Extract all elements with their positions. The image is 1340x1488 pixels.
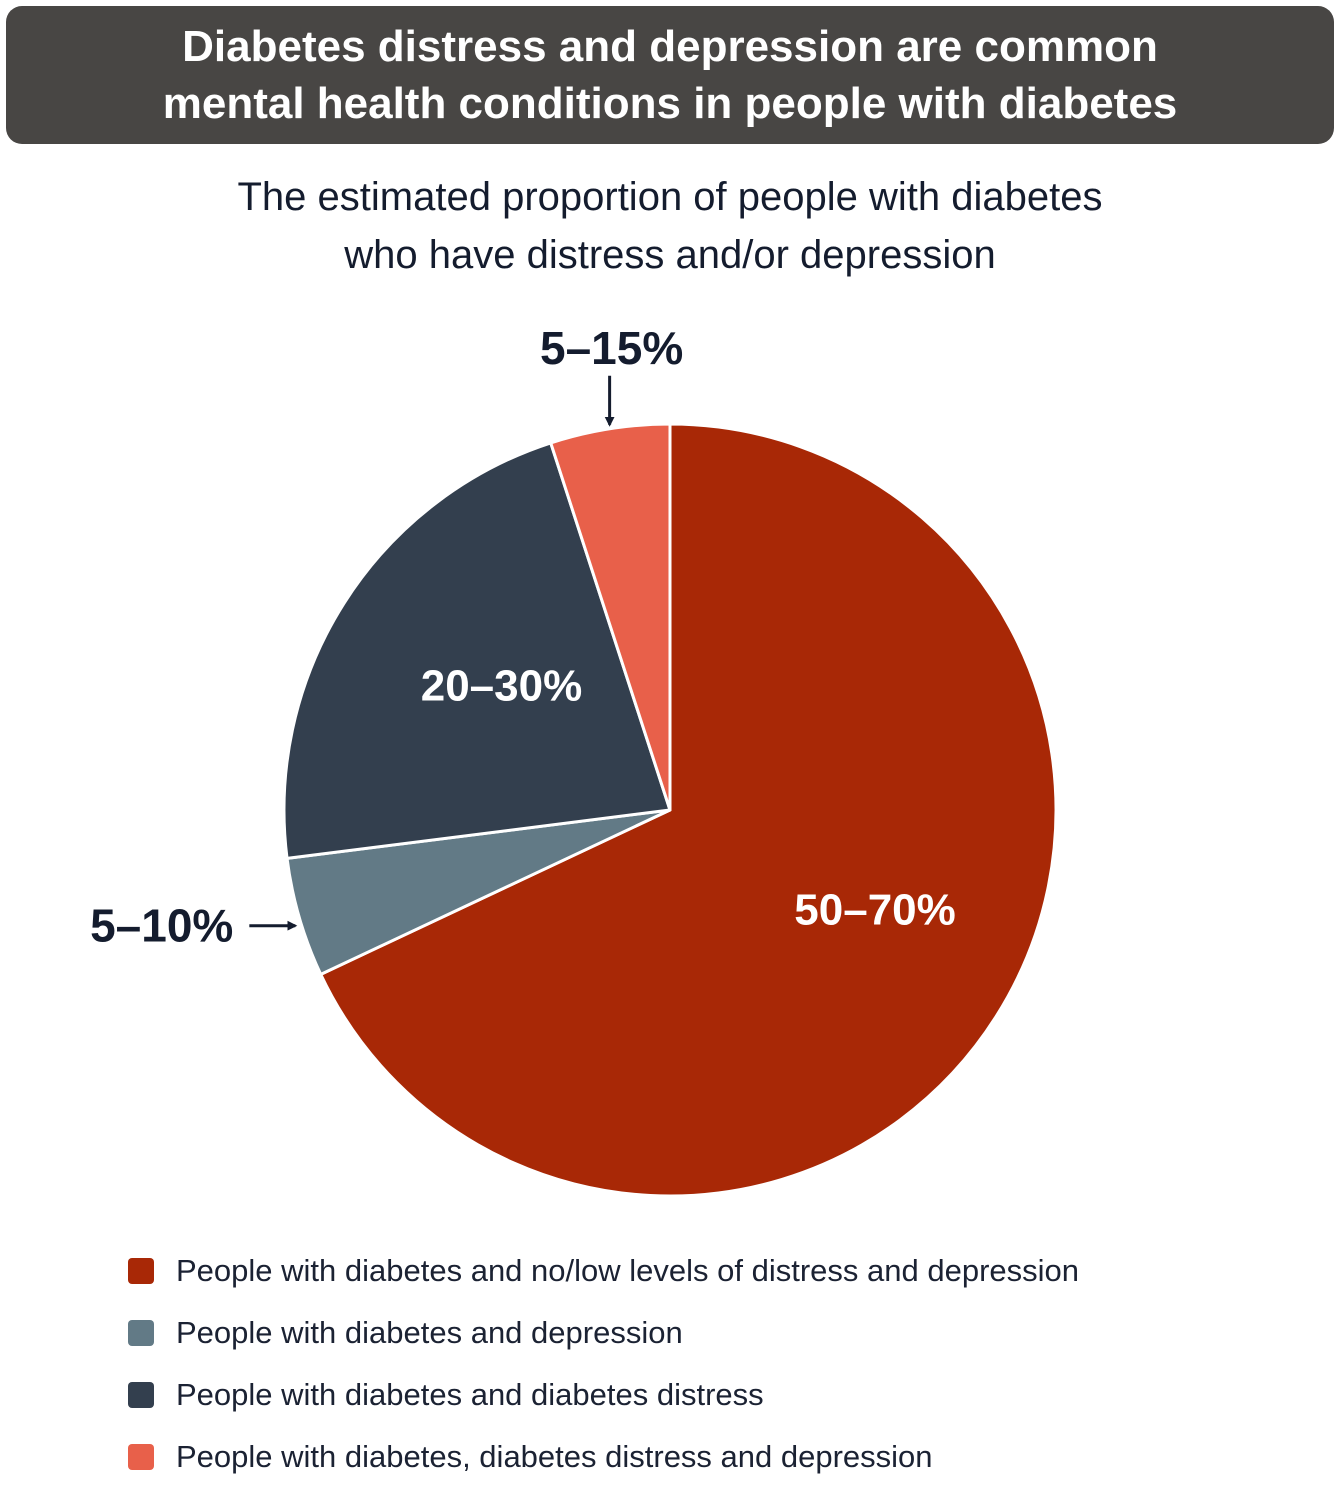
legend-swatch (128, 1444, 154, 1470)
chart-title: Diabetes distress and depression are com… (163, 18, 1178, 132)
pie-slice-1 (319, 422, 1058, 1198)
chart-title-line-2: mental health conditions in people with … (162, 79, 1178, 128)
legend-item: People with diabetes and depression (128, 1302, 1079, 1364)
legend-swatch (128, 1258, 154, 1284)
pie-slices (282, 422, 1058, 1198)
pie-labels: 50–70% 20–30% 5–10% 5–15% (90, 322, 956, 952)
pie-slice-3 (282, 441, 672, 860)
chart-title-line-1: Diabetes distress and depression are com… (182, 22, 1158, 71)
legend: People with diabetes and no/low levels o… (128, 1240, 1079, 1488)
legend-swatch (128, 1382, 154, 1408)
chart-subtitle-line-1: The estimated proportion of people with … (237, 175, 1103, 219)
legend-label: People with diabetes, diabetes distress … (176, 1439, 933, 1474)
legend-swatch (128, 1320, 154, 1346)
legend-label: People with diabetes and no/low levels o… (176, 1253, 1079, 1288)
chart-subtitle: The estimated proportion of people with … (0, 168, 1340, 284)
legend-item: People with diabetes and diabetes distre… (128, 1364, 1079, 1426)
data-label-slice-3: 20–30% (421, 662, 582, 711)
legend-item: People with diabetes, diabetes distress … (128, 1426, 1079, 1488)
legend-label: People with diabetes and diabetes distre… (176, 1377, 764, 1412)
legend-item: People with diabetes and no/low levels o… (128, 1240, 1079, 1302)
legend-label: People with diabetes and depression (176, 1315, 683, 1350)
data-label-slice-4: 5–15% (540, 322, 683, 374)
title-banner: Diabetes distress and depression are com… (6, 6, 1334, 144)
chart-subtitle-line-2: who have distress and/or depression (344, 233, 996, 277)
pie-slice-4 (549, 422, 672, 812)
data-label-slice-1: 50–70% (794, 885, 955, 934)
data-label-slice-2: 5–10% (90, 900, 233, 952)
